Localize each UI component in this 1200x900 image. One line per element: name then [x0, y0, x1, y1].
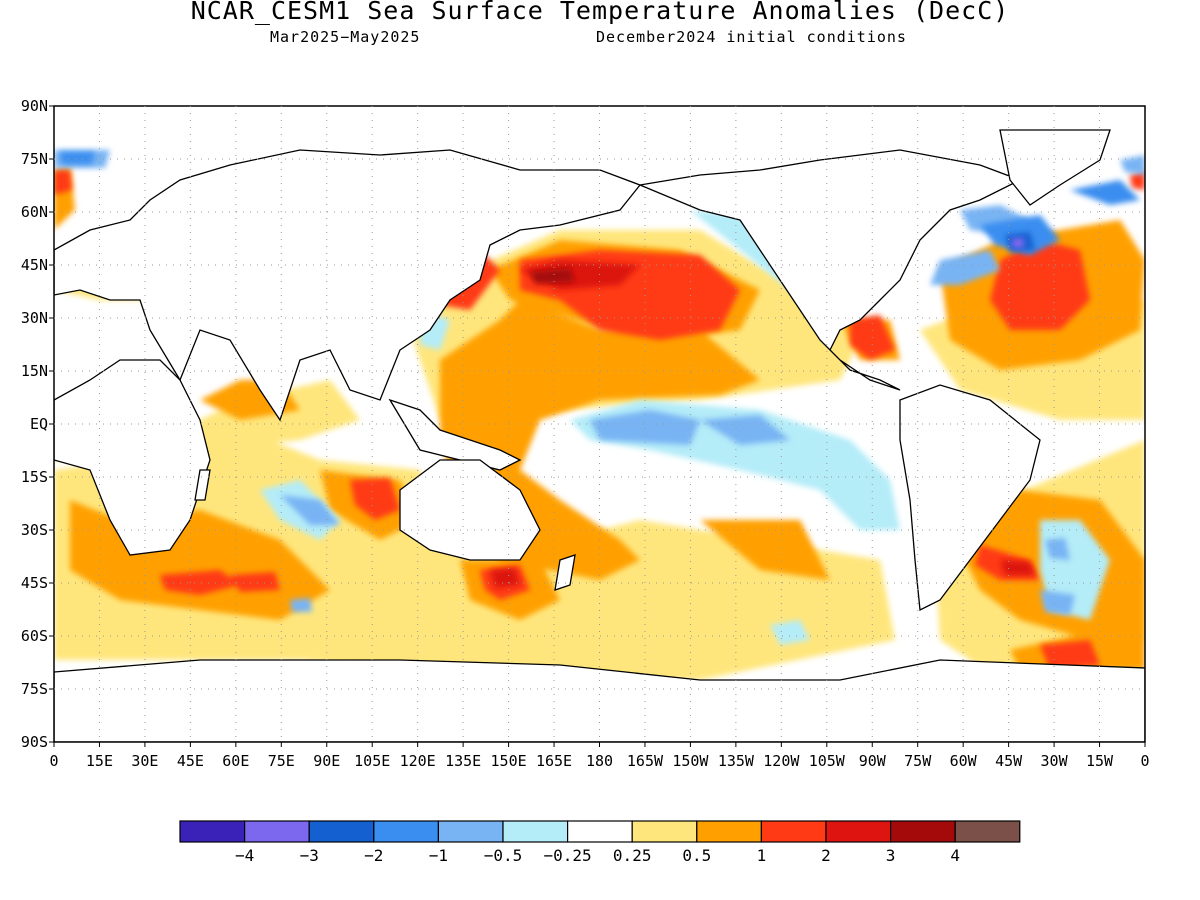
lon-label: 0 — [49, 752, 58, 770]
colorbar-swatch — [631, 820, 698, 843]
lon-label: 60E — [222, 752, 249, 770]
lat-label: 45S — [21, 574, 48, 592]
valid-period: Mar2025−May2025 — [270, 28, 421, 46]
longitude-labels: 0 15E 30E 45E 60E 75E 90E 105E 120E 135E 150E 165E 1… — [49, 752, 1149, 770]
lon-label: 75E — [268, 752, 295, 770]
colorbar-swatch — [825, 820, 892, 843]
lon-label: 180 — [586, 752, 613, 770]
colorbar-label: 3 — [886, 846, 896, 865]
lon-label: 120W — [763, 752, 800, 770]
lon-label: 120E — [400, 752, 436, 770]
colorbar-swatch — [889, 820, 956, 843]
lon-label: 0 — [1140, 752, 1149, 770]
colorbar-label: 0.25 — [613, 846, 652, 865]
colorbar — [179, 820, 1021, 843]
graticule — [54, 106, 1145, 742]
init-conditions: December2024 initial conditions — [596, 28, 907, 46]
colorbar-label: 4 — [950, 846, 960, 865]
lat-label: 45N — [21, 256, 48, 274]
colorbar-label: 0.5 — [682, 846, 711, 865]
lat-label: 90N — [21, 97, 48, 115]
colorbar-swatch — [696, 820, 762, 843]
lat-label: 15S — [21, 468, 48, 486]
colorbar-label: −0.5 — [484, 846, 523, 865]
colorbar-swatch — [308, 820, 375, 843]
lat-label: 60S — [21, 627, 48, 645]
colorbar-label: 1 — [757, 846, 767, 865]
lat-label: 60N — [21, 203, 48, 221]
latitude-labels: 90N 75N 60N 45N 30N 15N EQ 15S 30S 45S 60S 75S 90S — [21, 97, 48, 751]
lon-label: 75W — [904, 752, 932, 770]
lat-label: 75S — [21, 680, 48, 698]
lon-label: 60W — [950, 752, 978, 770]
lon-label: 135E — [445, 752, 481, 770]
lon-label: 105W — [809, 752, 846, 770]
colorbar-label: −2 — [364, 846, 383, 865]
colorbar-swatch — [502, 820, 569, 843]
lon-label: 45W — [995, 752, 1023, 770]
lon-label: 165E — [536, 752, 572, 770]
colorbar-swatch — [373, 820, 439, 843]
lon-label: 150E — [491, 752, 527, 770]
lon-label: 30W — [1041, 752, 1069, 770]
lon-label: 15W — [1086, 752, 1114, 770]
lon-label: 90E — [313, 752, 340, 770]
colorbar-swatch — [954, 820, 1021, 843]
lat-label: 75N — [21, 150, 48, 168]
colorbar-swatch — [179, 820, 246, 843]
lon-label: 45E — [177, 752, 204, 770]
lat-label: 30S — [21, 521, 48, 539]
lon-label: 30E — [131, 752, 158, 770]
colorbar-label: −4 — [235, 846, 254, 865]
lon-label: 15E — [86, 752, 113, 770]
lon-label: 135W — [718, 752, 755, 770]
lon-label: 90W — [859, 752, 887, 770]
lon-label: 105E — [354, 752, 390, 770]
lat-label: 30N — [21, 309, 48, 327]
colorbar-label: −3 — [300, 846, 319, 865]
colorbar-swatch — [566, 820, 633, 843]
colorbar-swatch — [437, 820, 504, 843]
lat-label: EQ — [30, 415, 48, 433]
axis-ticks — [49, 105, 1146, 747]
lat-label: 90S — [21, 733, 48, 751]
colorbar-label: −0.25 — [544, 846, 592, 865]
colorbar-labels: −4 −3 −2 −1 −0.5 −0.25 0.25 0.5 1 2 3 4 — [235, 846, 960, 865]
lat-label: 15N — [21, 362, 48, 380]
lon-label: 150W — [672, 752, 709, 770]
colorbar-label: 2 — [821, 846, 831, 865]
colorbar-label: −1 — [429, 846, 448, 865]
colorbar-swatch — [760, 820, 827, 843]
lon-label: 165W — [627, 752, 664, 770]
colorbar-swatch — [244, 820, 310, 843]
chart-title: NCAR_CESM1 Sea Surface Temperature Anoma… — [190, 0, 1010, 25]
